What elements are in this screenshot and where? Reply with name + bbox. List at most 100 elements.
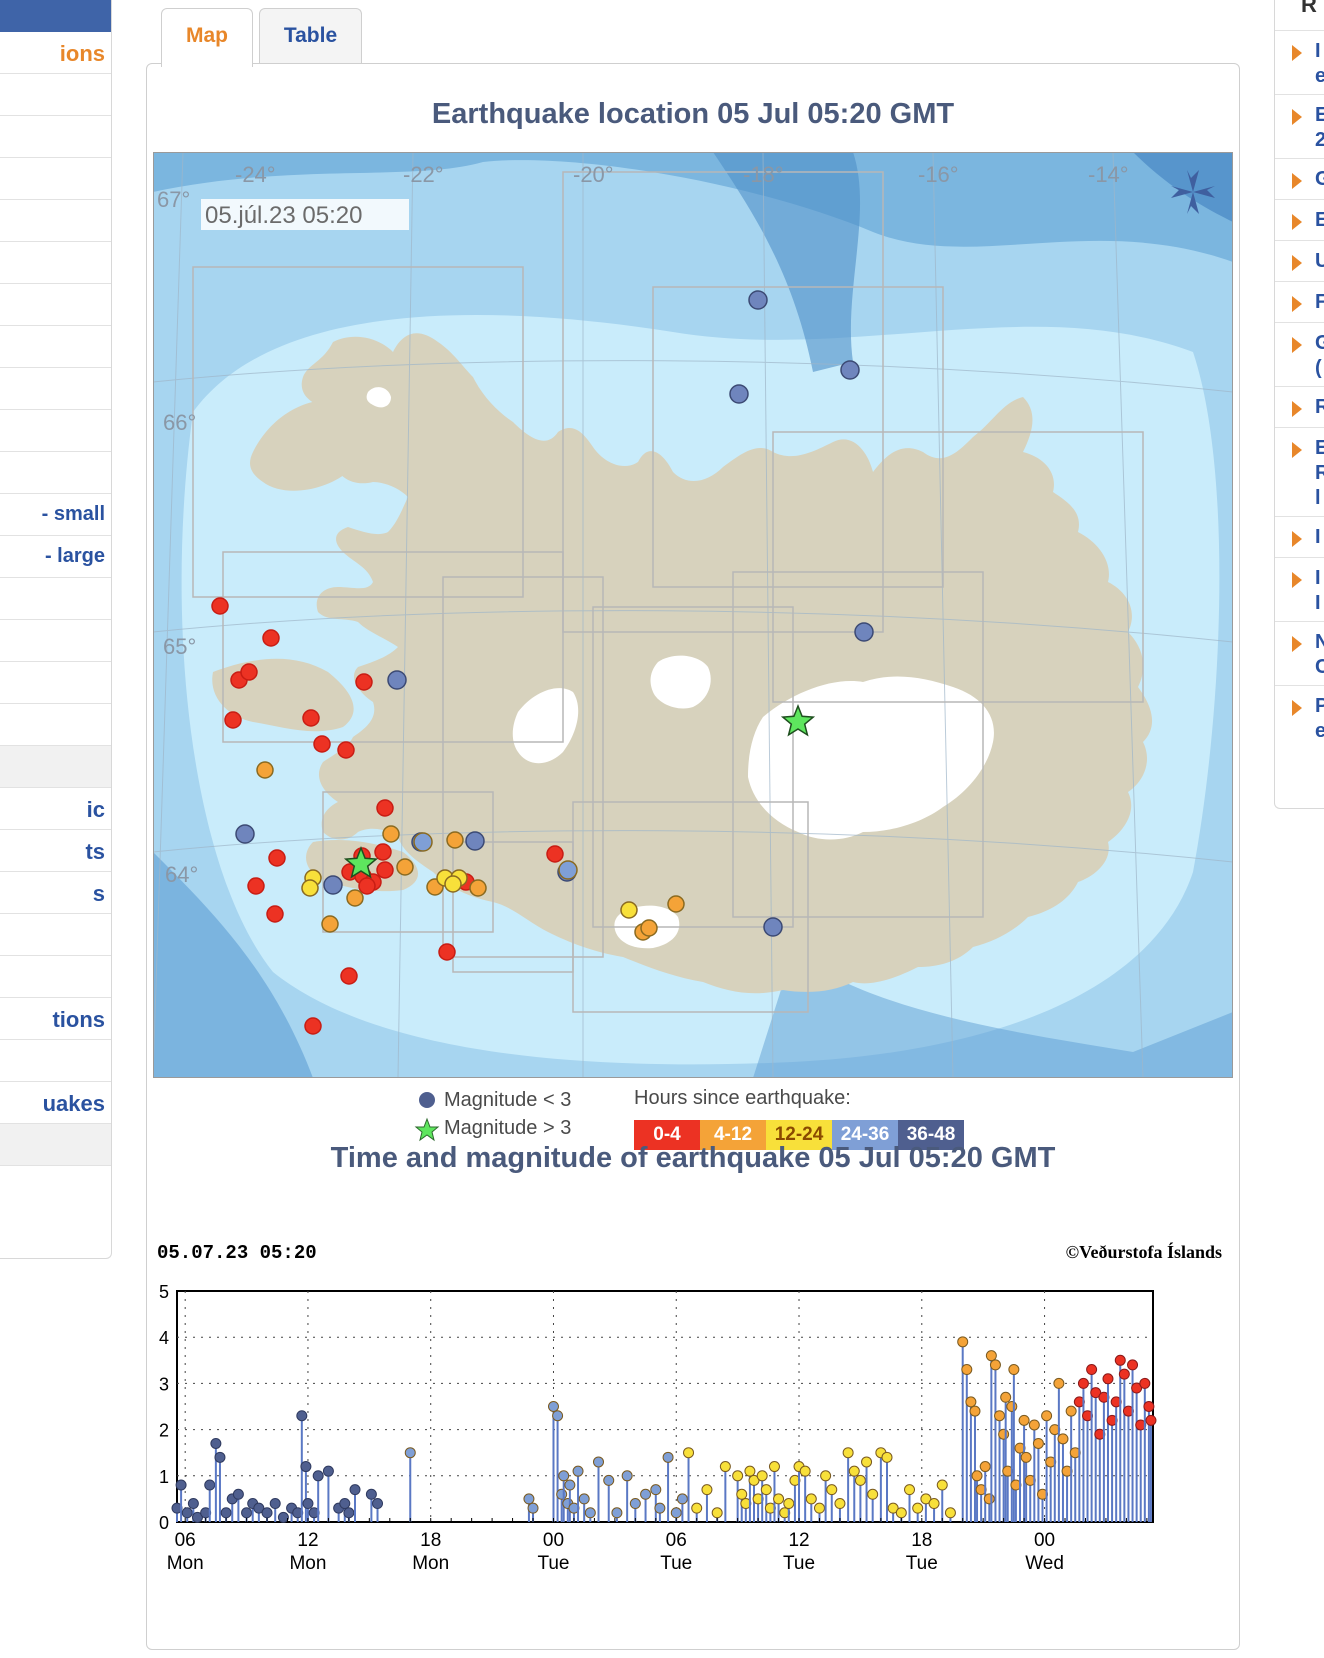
left-sidebar-item[interactable] xyxy=(0,116,111,158)
quake-marker[interactable] xyxy=(256,761,274,779)
left-sidebar-item[interactable] xyxy=(0,158,111,200)
left-sidebar-item[interactable]: ts xyxy=(0,830,111,872)
right-sidebar-item[interactable]: Ie xyxy=(1275,30,1324,94)
right-sidebar-item[interactable]: G xyxy=(1275,158,1324,199)
quake-marker[interactable] xyxy=(247,877,265,895)
quake-marker[interactable] xyxy=(358,877,376,895)
right-sidebar-item[interactable]: E2 xyxy=(1275,94,1324,158)
tab-map[interactable]: Map xyxy=(161,8,253,67)
fullscreen-arrows-icon[interactable] xyxy=(1171,170,1215,214)
quake-marker[interactable] xyxy=(235,824,255,844)
quake-marker[interactable] xyxy=(413,832,433,852)
left-sidebar-item[interactable] xyxy=(0,914,111,956)
right-sidebar-item[interactable]: I xyxy=(1275,516,1324,557)
right-sidebar-item-line: I xyxy=(1315,592,1321,614)
quake-marker[interactable] xyxy=(640,919,658,937)
orange-triangle-icon xyxy=(1292,214,1302,230)
left-sidebar-item[interactable] xyxy=(0,326,111,368)
quake-marker[interactable] xyxy=(382,825,400,843)
left-sidebar-item[interactable] xyxy=(0,746,111,788)
right-sidebar-item[interactable]: NC xyxy=(1275,621,1324,685)
right-sidebar-item-line: 2 xyxy=(1315,128,1324,153)
right-sidebar-item[interactable]: R xyxy=(1275,386,1324,427)
right-sidebar-item[interactable]: ERl xyxy=(1275,427,1324,516)
left-sidebar-item[interactable] xyxy=(0,200,111,242)
quake-marker[interactable] xyxy=(374,843,392,861)
left-sidebar-item[interactable] xyxy=(0,620,111,662)
quake-marker[interactable] xyxy=(763,917,783,937)
quake-marker[interactable] xyxy=(469,879,487,897)
quake-marker[interactable] xyxy=(301,879,319,897)
left-sidebar-item[interactable] xyxy=(0,956,111,998)
quake-marker[interactable] xyxy=(224,711,242,729)
right-sidebar-item-line: F xyxy=(1315,290,1324,315)
left-sidebar-item[interactable] xyxy=(0,662,111,704)
quake-marker[interactable] xyxy=(266,905,284,923)
left-sidebar-item[interactable]: uakes xyxy=(0,1082,111,1124)
right-sidebar-item[interactable]: U xyxy=(1275,240,1324,281)
quake-marker[interactable] xyxy=(748,290,768,310)
right-sidebar-item[interactable]: F xyxy=(1275,281,1324,322)
quake-marker[interactable] xyxy=(446,831,464,849)
left-sidebar-item[interactable] xyxy=(0,74,111,116)
right-sidebar-item-line: ( xyxy=(1315,357,1322,379)
tab-table[interactable]: Table xyxy=(259,8,362,65)
left-sidebar-item[interactable] xyxy=(0,704,111,746)
right-sidebar-item[interactable]: G( xyxy=(1275,322,1324,386)
quake-marker[interactable] xyxy=(667,895,685,913)
quake-star-marker[interactable] xyxy=(780,703,816,737)
quake-marker[interactable] xyxy=(444,875,462,893)
quake-marker[interactable] xyxy=(211,597,229,615)
quake-star-marker[interactable] xyxy=(343,845,379,879)
y-tick-label: 1 xyxy=(159,1467,169,1487)
quake-point xyxy=(527,1502,539,1514)
quake-marker[interactable] xyxy=(376,799,394,817)
left-sidebar-item[interactable]: ions xyxy=(0,32,111,74)
quake-marker[interactable] xyxy=(321,915,339,933)
quake-marker[interactable] xyxy=(396,858,414,876)
quake-marker[interactable] xyxy=(346,889,364,907)
left-sidebar-item[interactable] xyxy=(0,1040,111,1082)
quake-marker[interactable] xyxy=(840,360,860,380)
quake-marker[interactable] xyxy=(262,629,280,647)
quake-marker[interactable] xyxy=(729,384,749,404)
left-sidebar-item[interactable] xyxy=(0,284,111,326)
quake-marker[interactable] xyxy=(268,849,286,867)
quake-point xyxy=(736,1488,748,1500)
left-sidebar-item[interactable]: - small xyxy=(0,494,111,536)
left-sidebar-item[interactable]: tions xyxy=(0,998,111,1040)
right-sidebar-item-line: E xyxy=(1315,103,1324,128)
left-sidebar-item[interactable]: - large xyxy=(0,536,111,578)
left-sidebar-item[interactable] xyxy=(0,1124,111,1166)
left-sidebar-item[interactable] xyxy=(0,410,111,452)
quake-marker[interactable] xyxy=(323,875,343,895)
quake-marker[interactable] xyxy=(376,861,394,879)
quake-point xyxy=(979,1461,991,1473)
quake-marker[interactable] xyxy=(558,860,578,880)
quake-marker[interactable] xyxy=(240,663,258,681)
earthquake-map[interactable]: 05.júl.23 05:20 -24° -22° -20° -18° -16°… xyxy=(153,152,1233,1078)
left-sidebar-item[interactable] xyxy=(0,368,111,410)
left-sidebar-item[interactable]: s xyxy=(0,872,111,914)
quake-marker[interactable] xyxy=(302,709,320,727)
right-sidebar-item[interactable]: E xyxy=(1275,199,1324,240)
quake-marker[interactable] xyxy=(465,831,485,851)
quake-marker[interactable] xyxy=(438,943,456,961)
quake-marker[interactable] xyxy=(620,901,638,919)
left-sidebar-item[interactable]: ic xyxy=(0,788,111,830)
quake-marker[interactable] xyxy=(340,967,358,985)
quake-marker[interactable] xyxy=(337,741,355,759)
left-sidebar-item[interactable] xyxy=(0,452,111,494)
quake-point xyxy=(640,1488,652,1500)
left-sidebar-item[interactable] xyxy=(0,578,111,620)
left-sidebar-item[interactable] xyxy=(0,242,111,284)
quake-marker[interactable] xyxy=(313,735,331,753)
quake-marker[interactable] xyxy=(387,670,407,690)
quake-marker[interactable] xyxy=(546,845,564,863)
left-sidebar-item-label: uakes xyxy=(42,1091,105,1116)
quake-marker[interactable] xyxy=(304,1017,322,1035)
right-sidebar-item[interactable]: Pe xyxy=(1275,685,1324,749)
quake-marker[interactable] xyxy=(355,673,373,691)
quake-marker[interactable] xyxy=(854,622,874,642)
